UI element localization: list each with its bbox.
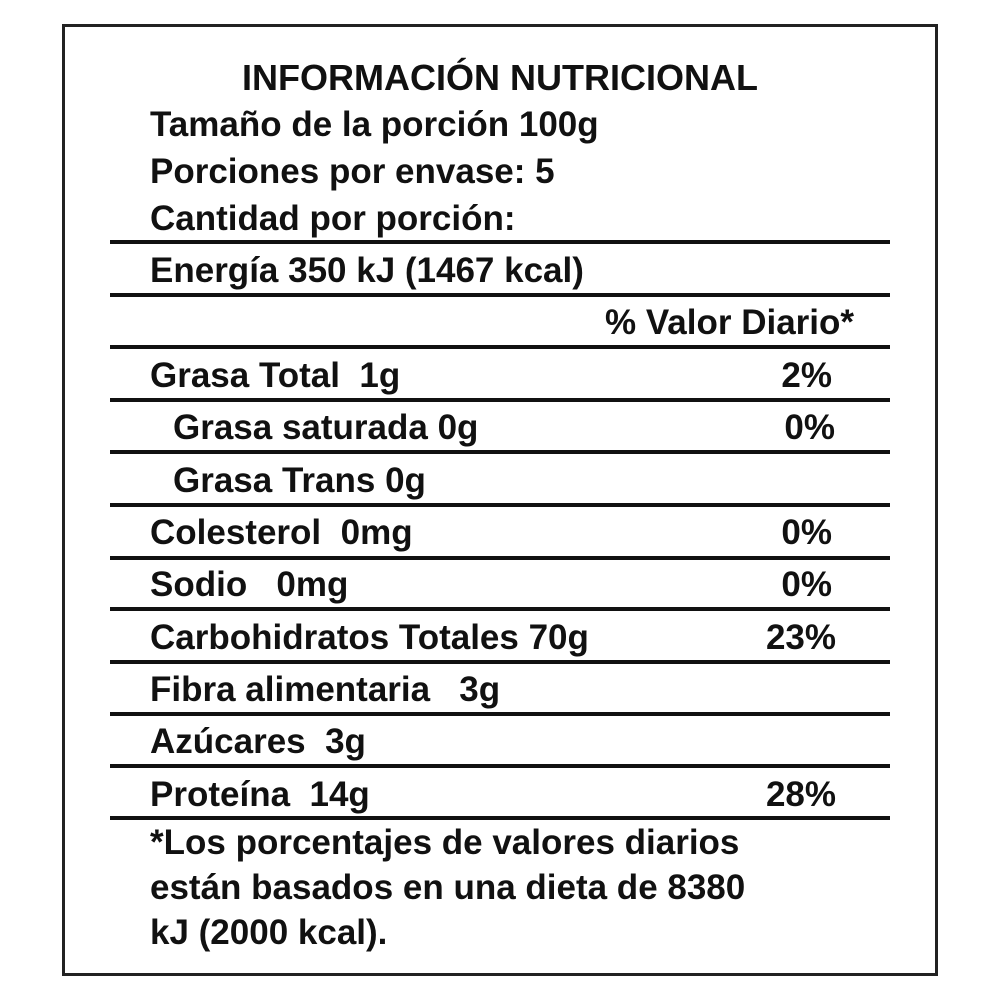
nutrient-trans-fat: Grasa Trans 0g bbox=[173, 461, 426, 500]
nutrient-carbohydrates: Carbohidratos Totales 70g bbox=[150, 618, 589, 657]
daily-value-header: % Valor Diario* bbox=[605, 303, 854, 342]
dv-saturated-fat: 0% bbox=[784, 408, 835, 447]
divider bbox=[110, 240, 890, 244]
nutrient-fiber: Fibra alimentaria 3g bbox=[150, 670, 501, 709]
divider bbox=[110, 816, 890, 820]
divider bbox=[110, 764, 890, 768]
amount-per-serving: Cantidad por porción: bbox=[150, 199, 516, 238]
divider bbox=[110, 503, 890, 507]
dv-cholesterol: 0% bbox=[781, 513, 832, 552]
dv-total-fat: 2% bbox=[781, 356, 832, 395]
energy: Energía 350 kJ (1467 kcal) bbox=[150, 251, 584, 290]
divider bbox=[110, 607, 890, 611]
dv-carbohydrates: 23% bbox=[765, 618, 836, 657]
divider bbox=[110, 398, 890, 402]
divider bbox=[110, 556, 890, 560]
serving-size: Tamaño de la porción 100g bbox=[150, 105, 599, 144]
footnote-line-3: kJ (2000 kcal). bbox=[150, 913, 388, 952]
nutrient-sugars: Azúcares 3g bbox=[150, 722, 366, 761]
nutrient-saturated-fat: Grasa saturada 0g bbox=[173, 408, 479, 447]
nutrient-sodium: Sodio 0mg bbox=[150, 565, 349, 604]
footnote-line-1: *Los porcentajes de valores diarios bbox=[150, 823, 740, 862]
label-border bbox=[62, 24, 938, 976]
divider bbox=[110, 660, 890, 664]
nutrient-total-fat: Grasa Total 1g bbox=[150, 356, 401, 395]
dv-sodium: 0% bbox=[781, 565, 832, 604]
footnote-line-2: están basados en una dieta de 8380 bbox=[150, 868, 746, 907]
label-title: INFORMACIÓN NUTRICIONAL bbox=[242, 57, 758, 98]
divider bbox=[110, 450, 890, 454]
divider bbox=[110, 345, 890, 349]
divider bbox=[110, 293, 890, 297]
nutrient-cholesterol: Colesterol 0mg bbox=[150, 513, 413, 552]
nutrient-protein: Proteína 14g bbox=[150, 775, 370, 814]
dv-protein: 28% bbox=[765, 775, 836, 814]
servings-per-container: Porciones por envase: 5 bbox=[150, 152, 555, 191]
divider bbox=[110, 712, 890, 716]
